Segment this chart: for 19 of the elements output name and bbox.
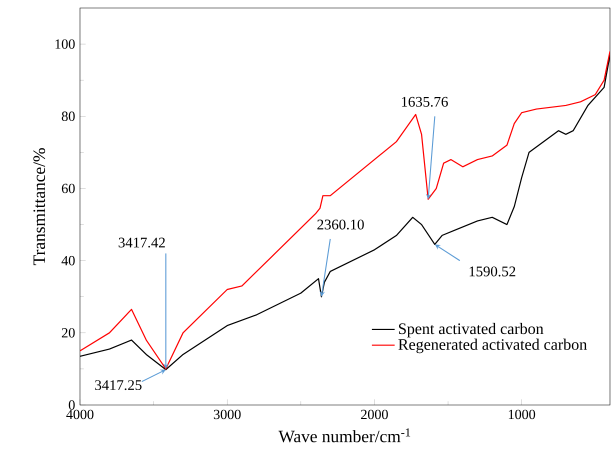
x-axis-title: Wave number/cm$^{-1}$ bbox=[278, 428, 410, 442]
x-tick-label: 3000 bbox=[214, 410, 241, 420]
annotation: 3417.42 bbox=[118, 238, 165, 248]
y-tick-label: 80 bbox=[62, 112, 75, 122]
y-tick-label: 60 bbox=[62, 184, 75, 194]
y-axis-title: Transmittance/% bbox=[33, 148, 46, 266]
x-tick-label: 4000 bbox=[66, 410, 94, 420]
y-tick-label: 0 bbox=[68, 400, 75, 410]
legend-label: Spent activated carbon bbox=[399, 322, 544, 338]
y-tick-label: 40 bbox=[62, 256, 75, 266]
x-tick-label: 1000 bbox=[508, 410, 536, 420]
y-tick-label: 20 bbox=[62, 328, 75, 338]
x-tick-label: 2000 bbox=[361, 410, 388, 420]
annotation: 1635.76 bbox=[402, 96, 448, 107]
legend-label: Regenerated activated carbon bbox=[398, 338, 587, 354]
annotation: 2360.10 bbox=[317, 220, 364, 230]
annotation: 3417.25 bbox=[95, 380, 142, 390]
y-tick-label: 100 bbox=[56, 39, 75, 49]
annotation: 1590.52 bbox=[470, 266, 516, 276]
